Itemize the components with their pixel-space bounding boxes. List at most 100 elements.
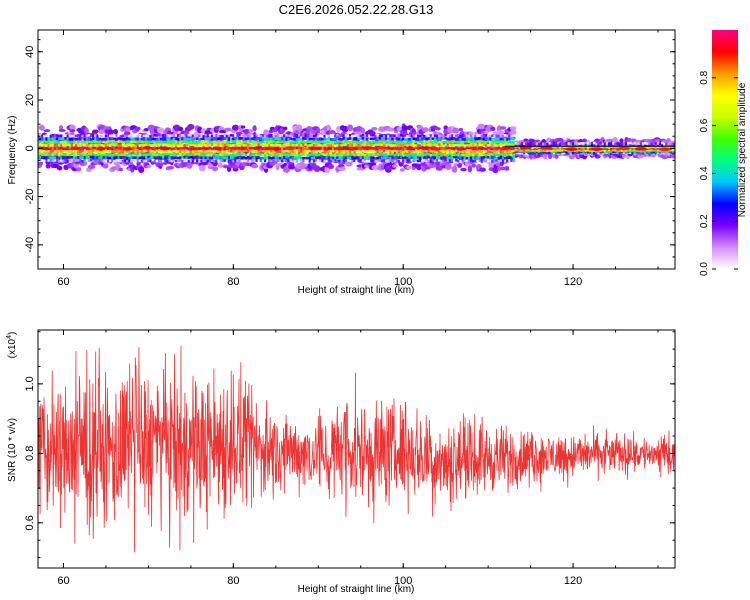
heatmap-cell: [368, 156, 371, 160]
heatmap-cell: [304, 137, 307, 141]
heatmap-cell: [425, 146, 428, 150]
heatmap-cell: [612, 146, 615, 150]
heatmap-cell: [49, 140, 53, 144]
heatmap-cell: [634, 147, 647, 151]
heatmap-cell: [140, 153, 144, 157]
heatmap-cell: [68, 146, 72, 150]
heatmap-cell: [557, 150, 560, 154]
heatmap-cell: [365, 153, 369, 156]
heatmap-cell: [416, 149, 420, 153]
heatmap-cell: [460, 167, 467, 172]
heatmap-cell: [244, 149, 248, 153]
heatmap-cell: [382, 137, 386, 140]
heatmap-cell: [448, 141, 452, 144]
heatmap-cell: [111, 156, 114, 159]
heatmap-cell: [72, 149, 76, 153]
heatmap-cell: [414, 140, 418, 144]
heatmap-cell: [440, 141, 443, 144]
heatmap-cell: [444, 143, 448, 147]
heatmap-cell: [149, 152, 152, 156]
heatmap-cell: [340, 138, 344, 141]
heatmap-cell: [346, 159, 350, 162]
heatmap-cell: [202, 152, 206, 156]
heatmap-cell: [518, 143, 522, 147]
heatmap-cell: [419, 152, 422, 156]
heatmap-cell: [376, 146, 380, 150]
heatmap-cell: [47, 149, 51, 153]
heatmap-cell: [493, 134, 496, 138]
heatmap-cell: [221, 146, 225, 150]
heatmap-cell: [196, 150, 199, 153]
heatmap-cell: [159, 156, 163, 160]
heatmap-cell: [49, 137, 53, 141]
heatmap-cell: [421, 134, 424, 137]
heatmap-cell: [172, 149, 176, 153]
heatmap-cell: [402, 150, 405, 154]
heatmap-cell: [310, 147, 314, 151]
heatmap-cell: [607, 146, 611, 149]
colorbar-tick-label: 0.6: [699, 118, 710, 132]
heatmap-cell: [491, 153, 494, 156]
heatmap-cell: [100, 134, 104, 138]
heatmap-cell: [673, 151, 675, 154]
heatmap-cell: [104, 134, 108, 138]
heatmap-cell: [270, 143, 273, 147]
heatmap-cell: [614, 148, 617, 152]
heatmap-cell: [363, 134, 367, 137]
heatmap-cell: [142, 149, 146, 153]
heatmap-cell: [438, 143, 441, 147]
heatmap-cell: [656, 142, 660, 145]
heatmap-cell: [232, 156, 235, 159]
heatmap-cell: [601, 147, 605, 150]
heatmap-cell: [196, 143, 199, 147]
heatmap-cell: [157, 152, 161, 156]
heatmap-cell: [142, 137, 146, 141]
heatmap-cell: [491, 140, 494, 144]
heatmap-cell: [280, 150, 284, 154]
heatmap-cell: [102, 140, 106, 144]
heatmap-cell: [142, 153, 146, 157]
heatmap-cell: [438, 140, 441, 144]
heatmap-cell: [397, 153, 401, 156]
heatmap-cell: [176, 141, 180, 144]
heatmap-cell: [314, 153, 318, 156]
heatmap-cell: [565, 141, 569, 145]
heatmap-cell: [512, 153, 516, 157]
heatmap-cell: [200, 134, 203, 137]
heatmap-cell: [198, 164, 206, 172]
heatmap-cell: [138, 140, 142, 144]
heatmap-cell: [329, 147, 333, 151]
heatmap-cell: [62, 156, 65, 160]
heatmap-cell: [359, 150, 363, 154]
heatmap-cell: [217, 159, 220, 163]
heatmap-cell: [482, 150, 486, 154]
heatmap-cell: [191, 159, 195, 163]
heatmap-cell: [238, 155, 242, 159]
heatmap-cell: [159, 143, 163, 146]
heatmap-cell: [357, 137, 361, 141]
heatmap-cell: [170, 141, 174, 144]
heatmap-cell: [658, 142, 662, 146]
heatmap-cell: [104, 156, 108, 159]
heatmap-cell: [166, 133, 169, 137]
heatmap-cell: [257, 134, 261, 137]
heatmap-cell: [49, 147, 53, 150]
heatmap-cell: [361, 134, 365, 137]
heatmap-cell: [70, 137, 74, 141]
heatmap-cell: [482, 155, 486, 159]
heatmap-cell: [111, 147, 114, 151]
heatmap-cell: [607, 142, 611, 145]
heatmap-cell: [563, 142, 566, 146]
heatmap-cell: [319, 140, 322, 144]
heatmap-cell: [359, 159, 363, 163]
heatmap-cell: [351, 143, 354, 147]
heatmap-cell: [552, 141, 556, 145]
heatmap-cell: [64, 149, 68, 153]
heatmap-cell: [187, 143, 191, 146]
heatmap-cell: [138, 144, 142, 147]
heatmap-cell: [219, 156, 223, 159]
heatmap-cell: [416, 155, 420, 159]
heatmap-cell: [302, 137, 305, 140]
heatmap-cell: [582, 147, 586, 151]
heatmap-cell: [251, 146, 254, 150]
